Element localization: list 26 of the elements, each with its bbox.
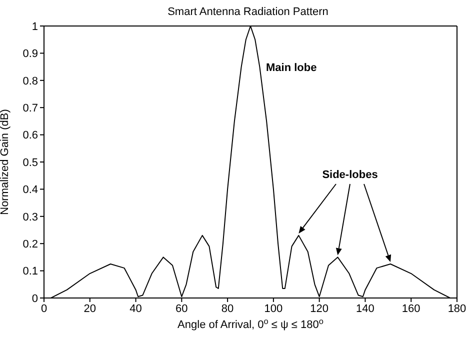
x-tick-label: 0 bbox=[40, 302, 48, 315]
y-tick-label: 0.8 bbox=[22, 75, 38, 88]
x-tick-label: 140 bbox=[356, 302, 374, 315]
y-tick-label: 0.5 bbox=[22, 156, 38, 169]
y-axis-title: Normalized Gain (dB) bbox=[0, 109, 11, 215]
y-tick-label: 1 bbox=[32, 20, 38, 33]
y-tick-label: 0.4 bbox=[22, 184, 38, 196]
y-tick-label: 0.9 bbox=[22, 48, 38, 60]
x-tick-label: 40 bbox=[130, 302, 142, 315]
y-tick-label: 0.3 bbox=[22, 211, 38, 224]
y-tick-label: 0.6 bbox=[22, 130, 38, 142]
y-tick-label: 0.7 bbox=[22, 102, 38, 115]
annotation: Side-lobes bbox=[322, 169, 378, 181]
x-tick-label: 100 bbox=[264, 302, 283, 315]
y-tick-label: 0 bbox=[32, 292, 38, 305]
x-tick-label: 60 bbox=[176, 302, 188, 315]
chart-title: Smart Antenna Radiation Pattern bbox=[166, 6, 330, 18]
x-tick-label: 180 bbox=[448, 302, 466, 315]
y-tick-label: 0.1 bbox=[22, 266, 38, 278]
annotation: Main lobe bbox=[266, 62, 317, 74]
x-axis-title: Angle of Arrival, 0$^{o}$ ≤ ψ ≤ 180$^{o}$ bbox=[178, 316, 324, 331]
x-tick-label: 20 bbox=[84, 302, 96, 315]
x-tick-label: 120 bbox=[310, 302, 329, 315]
x-tick-label: 80 bbox=[221, 302, 234, 315]
x-tick-label: 160 bbox=[402, 302, 420, 315]
y-tick-label: 0.2 bbox=[22, 238, 38, 251]
